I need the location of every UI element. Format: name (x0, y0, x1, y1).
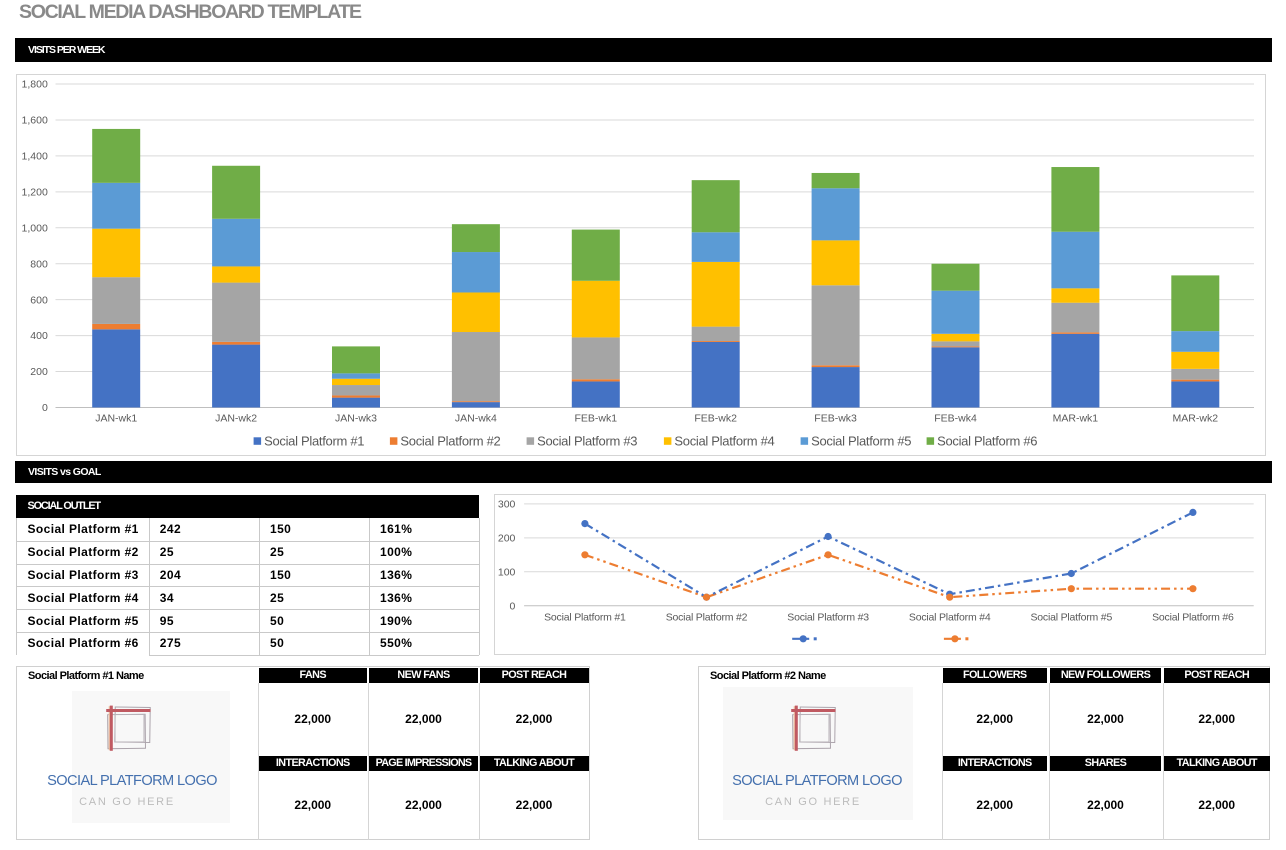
svg-text:MAR-wk1: MAR-wk1 (1053, 413, 1099, 425)
svg-text:Social Platform #2: Social Platform #2 (400, 434, 500, 449)
svg-text:Social Platform #1: Social Platform #1 (544, 612, 626, 624)
svg-text:FEB-wk2: FEB-wk2 (694, 413, 737, 425)
svg-text:Social Platform #6: Social Platform #6 (1152, 612, 1234, 624)
svg-text:600: 600 (30, 294, 48, 306)
svg-text:FEB-wk3: FEB-wk3 (814, 413, 857, 425)
svg-text:Social Platform #4: Social Platform #4 (909, 612, 991, 624)
svg-text:JAN-wk3: JAN-wk3 (335, 413, 377, 425)
svg-text:1,800: 1,800 (22, 79, 48, 91)
svg-text:400: 400 (30, 330, 48, 342)
svg-text:Social Platform #1: Social Platform #1 (264, 434, 364, 449)
svg-text:200: 200 (30, 366, 48, 378)
svg-text:JAN-wk2: JAN-wk2 (215, 413, 257, 425)
svg-text:1,000: 1,000 (22, 222, 48, 234)
svg-text:300: 300 (498, 499, 516, 511)
svg-text:Social Platform #6: Social Platform #6 (937, 434, 1037, 449)
svg-text:Social Platform #4: Social Platform #4 (674, 434, 774, 449)
svg-text:100: 100 (498, 567, 516, 579)
svg-text:0: 0 (42, 402, 48, 414)
svg-text:Social Platform #3: Social Platform #3 (537, 434, 637, 449)
svg-text:1,400: 1,400 (22, 150, 48, 162)
svg-text:FEB-wk1: FEB-wk1 (575, 413, 618, 425)
svg-text:Social Platform #5: Social Platform #5 (811, 434, 911, 449)
svg-text:200: 200 (498, 533, 516, 545)
svg-text:Social Platform #5: Social Platform #5 (1030, 612, 1112, 624)
svg-text:1,200: 1,200 (22, 186, 48, 198)
svg-text:JAN-wk4: JAN-wk4 (455, 413, 497, 425)
svg-text:JAN-wk1: JAN-wk1 (95, 413, 137, 425)
svg-text:Social Platform #3: Social Platform #3 (787, 612, 869, 624)
svg-text:0: 0 (509, 600, 515, 612)
svg-text:FEB-wk4: FEB-wk4 (934, 413, 977, 425)
svg-text:Social Platform #2: Social Platform #2 (665, 612, 747, 624)
svg-text:800: 800 (30, 258, 48, 270)
svg-text:1,600: 1,600 (22, 115, 48, 127)
svg-text:MAR-wk2: MAR-wk2 (1173, 413, 1219, 425)
